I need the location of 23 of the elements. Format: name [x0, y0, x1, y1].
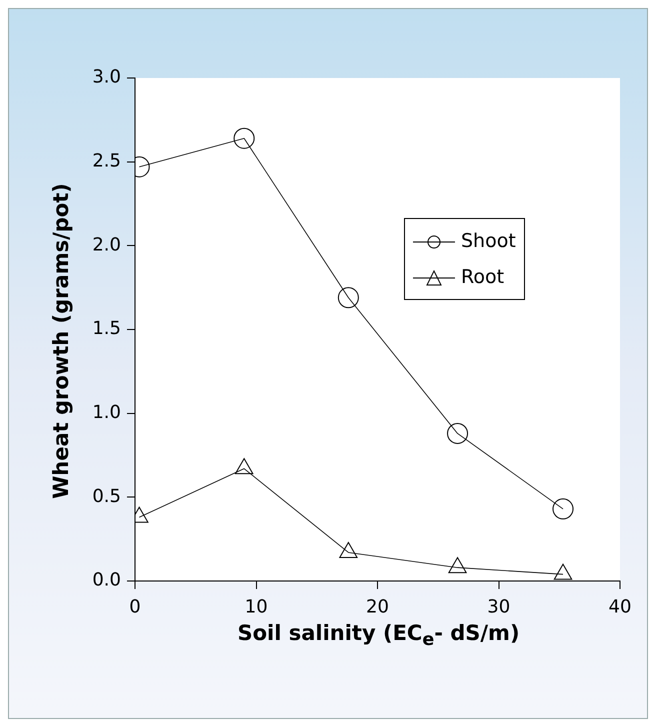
point	[447, 422, 468, 444]
legend-label: Shoot	[460, 229, 516, 254]
point	[234, 458, 254, 474]
point	[339, 542, 358, 558]
y-axis-title: Wheat growth (grams/pot)	[49, 182, 73, 501]
y-tick-label: 1.0	[92, 402, 121, 424]
y-tick-label: 3.0	[92, 66, 121, 88]
x-axis-title: Soil salinity (EC$_{e}$- dS/m)	[236, 621, 521, 650]
y-tick-label: 1.5	[92, 318, 121, 340]
y-tick-label: 0.5	[92, 486, 121, 507]
x-tick-label: 40	[608, 596, 632, 618]
x-tick-label: 0	[129, 596, 141, 618]
y-tick-label: 2.5	[92, 150, 121, 172]
point	[554, 564, 572, 580]
legend-label: Root	[460, 265, 506, 290]
y-tick-label: 0.0	[92, 570, 121, 591]
point	[448, 557, 467, 574]
x-tick-label: 30	[487, 596, 510, 618]
x-tick-label: 20	[366, 596, 389, 618]
point	[234, 128, 255, 149]
y-tick-label: 2.0	[92, 234, 121, 256]
x-tick-label: 10	[244, 596, 268, 618]
point	[338, 287, 359, 308]
